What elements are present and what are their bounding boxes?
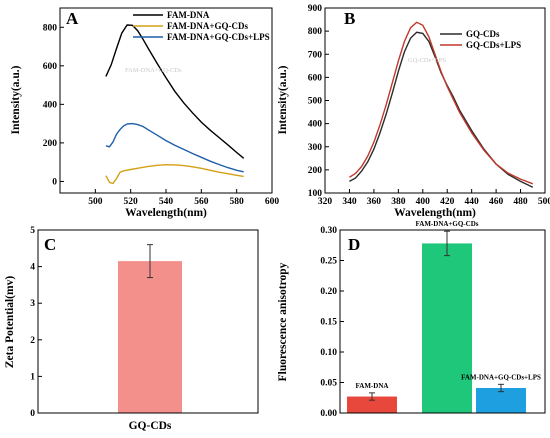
panel-b-ylabel: Intensity(a.u.) (277, 65, 289, 134)
panel-b-ghost-text: GQ-CDs+LPS (408, 57, 446, 64)
panel-a-legend-label-2: FAM-DNA+GQ-CDs (167, 21, 248, 31)
panel-b-xtick-label: 440 (465, 197, 480, 207)
panel-a-ghost-text: FAM-DNA+GQ-CDs (125, 67, 182, 74)
panel-d-ytick-label: 0.10 (320, 348, 337, 358)
panel-b-xtick-label: 460 (489, 197, 504, 207)
panel-a-letter: A (66, 9, 79, 28)
panel-b-ytick-label: 300 (308, 143, 323, 153)
panel-d-ytick-label: 0.05 (320, 379, 337, 389)
panel-d-ytick-label: 0.00 (320, 409, 337, 419)
panel-c-ticks: 0 1 2 3 4 5 (30, 226, 42, 419)
panel-b-xtick-label: 360 (367, 197, 382, 207)
panel-a-legend-label-3: FAM-DNA+GQ-CDs+LPS (167, 32, 270, 42)
panel-c: 0 1 2 3 4 5 GQ-CDs C Zeta Potential(mv) (4, 226, 259, 432)
panel-b-ytick-label: 100 (308, 189, 323, 199)
panel-a-ytick-label: 0 (52, 177, 57, 187)
panel-d-frame (339, 229, 546, 414)
panel-b-ytick-label: 400 (308, 120, 323, 130)
panel-c-bar-1 (118, 261, 182, 413)
panel-d-bar-label-3: FAM-DNA+GQ-CDs+LPS (461, 373, 541, 381)
panel-a-xtick-label: 540 (159, 197, 174, 207)
panel-a-xtick-label: 560 (194, 197, 209, 207)
panel-d-ytick-label: 0.15 (320, 318, 337, 328)
panel-d: 0.000.050.100.150.200.250.30 FAM-DNAFAM-… (277, 220, 546, 419)
panel-a-xtick-label: 520 (124, 197, 139, 207)
panel-b-xtick-label: 480 (513, 197, 528, 207)
panel-a-frame (59, 7, 273, 194)
panel-b-xtick-label: 340 (342, 197, 357, 207)
panel-b-ytick-label: 500 (308, 97, 323, 107)
panel-c-ytick-label: 0 (30, 409, 35, 419)
panel-a-ytick-label: 800 (43, 23, 58, 33)
panel-b-xtick-label: 400 (416, 197, 431, 207)
panel-b-frame (324, 7, 546, 194)
panel-c-ytick-label: 1 (30, 372, 35, 382)
panel-c-bars: GQ-CDs (118, 244, 182, 432)
panel-c-category-label-1: GQ-CDs (129, 420, 172, 432)
panel-d-bar-label-1: FAM-DNA (356, 382, 389, 390)
panel-d-ytick-label: 0.30 (320, 226, 337, 236)
panel-a-ylabel: Intensity(a.u.) (10, 65, 22, 134)
panel-c-ytick-label: 4 (30, 263, 35, 273)
panel-a-series-line-3 (105, 122, 244, 173)
panel-d-ytick-label: 0.25 (320, 257, 337, 267)
panel-a-ticks: 500 520 540 560 580 600 0 200 400 600 800 (43, 23, 280, 207)
panel-b-series (349, 21, 534, 188)
panel-a-xlabel: Wavelength(nm) (125, 207, 207, 219)
panel-b-ticks: 320 340 360 380 400 420 440 460 480 500 100 200 300 4… (308, 4, 550, 207)
panel-b-ytick-label: 900 (308, 4, 323, 14)
panel-c-ytick-label: 2 (30, 336, 35, 346)
panel-a-ytick-label: 200 (43, 139, 58, 149)
panel-d-bar-2 (422, 243, 472, 413)
panel-a-legend-label-1: FAM-DNA (167, 10, 210, 20)
panel-a-series (105, 24, 245, 185)
panel-a: 500 520 540 560 580 600 0 200 400 600 800 FAM-DNA+… (10, 7, 280, 219)
panel-b-ytick-label: 700 (308, 50, 323, 60)
panel-d-bar-3 (476, 387, 526, 413)
panel-a-xtick-label: 580 (230, 197, 245, 207)
panel-c-ytick-label: 5 (30, 226, 35, 236)
panel-a-series-line-2 (105, 163, 244, 185)
panel-b-xtick-label: 380 (391, 197, 406, 207)
panel-b-xtick-label: 420 (440, 197, 455, 207)
panel-d-bars: FAM-DNA FAM-DNA+GQ-CDs FAM-DNA+GQ-CDs+LPS (347, 220, 541, 413)
panel-c-letter: C (44, 235, 56, 254)
panel-b: 320 340 360 380 400 420 440 460 480 500 100 200 300 4… (277, 4, 550, 219)
panel-b-xlabel: Wavelength(nm) (394, 207, 476, 219)
panel-a-xtick-label: 600 (265, 197, 280, 207)
panel-d-ylabel: Fluorescence anisotropy (277, 262, 289, 381)
panel-b-ytick-label: 200 (308, 166, 323, 176)
panel-d-letter: D (348, 235, 360, 254)
panel-b-legend-label-2: GQ-CDs+LPS (466, 40, 521, 50)
panel-b-series-line-2 (349, 21, 534, 185)
panel-d-ytick-label: 0.20 (320, 287, 337, 297)
panel-d-bar-label-2: FAM-DNA+GQ-CDs (416, 220, 479, 228)
panel-c-ylabel: Zeta Potential(mv) (4, 276, 16, 368)
panel-c-ytick-label: 3 (30, 299, 35, 309)
panel-c-frame (37, 229, 259, 414)
panel-a-series-line-1 (105, 24, 245, 159)
panel-a-ytick-label: 400 (43, 100, 58, 110)
panel-b-ytick-label: 600 (308, 73, 323, 83)
panel-b-letter: B (344, 9, 355, 28)
panel-a-xtick-label: 500 (88, 197, 103, 207)
panel-b-xtick-label: 500 (538, 197, 550, 207)
panel-b-ytick-label: 800 (308, 27, 323, 37)
panel-a-ytick-label: 600 (43, 62, 58, 72)
panel-b-xtick-label: 320 (318, 197, 333, 207)
panel-d-bar-1 (347, 396, 397, 413)
panel-b-legend-label-1: GQ-CDs (466, 29, 500, 39)
panel-b-series-line-1 (349, 31, 534, 188)
